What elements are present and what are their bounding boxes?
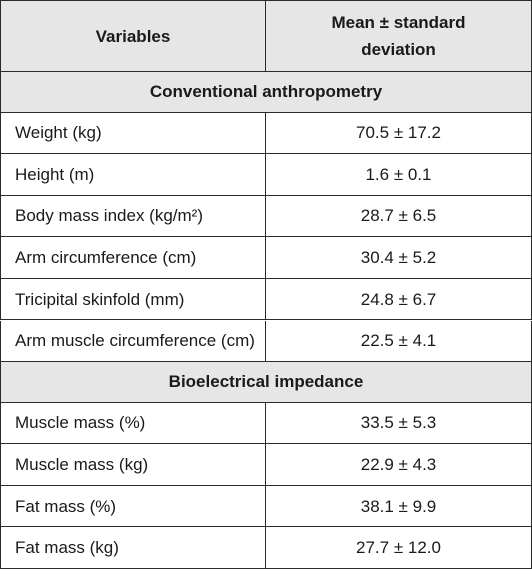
row-value: 28.7 ± 6.5 xyxy=(266,195,532,238)
header-cell: Mean ± standard deviation xyxy=(266,0,532,72)
row-label: Height (m) xyxy=(0,154,266,196)
row-label: Arm muscle circumference (cm) xyxy=(0,320,266,363)
row-value: 22.5 ± 4.1 xyxy=(266,320,532,363)
row-label: Muscle mass (kg) xyxy=(0,444,266,486)
row-value: 27.7 ± 12.0 xyxy=(266,527,532,569)
row-value: 30.4 ± 5.2 xyxy=(266,237,532,279)
row-label: Fat mass (%) xyxy=(0,485,266,528)
row-label: Weight (kg) xyxy=(0,112,266,155)
row-value: 70.5 ± 17.2 xyxy=(266,112,532,155)
row-label: Arm circumference (cm) xyxy=(0,237,266,279)
row-label: Tricipital skinfold (mm) xyxy=(0,278,266,321)
section-title: Bioelectrical impedance xyxy=(0,362,532,403)
row-label: Muscle mass (%) xyxy=(0,402,266,445)
row-label: Body mass index (kg/m²) xyxy=(0,195,266,238)
row-value: 24.8 ± 6.7 xyxy=(266,278,532,321)
row-value: 33.5 ± 5.3 xyxy=(266,402,532,445)
row-label: Fat mass (kg) xyxy=(0,527,266,569)
header-cell: Variables xyxy=(0,0,266,72)
row-value: 1.6 ± 0.1 xyxy=(266,154,532,196)
section-title: Conventional anthropometry xyxy=(0,72,532,113)
row-value: 38.1 ± 9.9 xyxy=(266,485,532,528)
row-value: 22.9 ± 4.3 xyxy=(266,444,532,486)
